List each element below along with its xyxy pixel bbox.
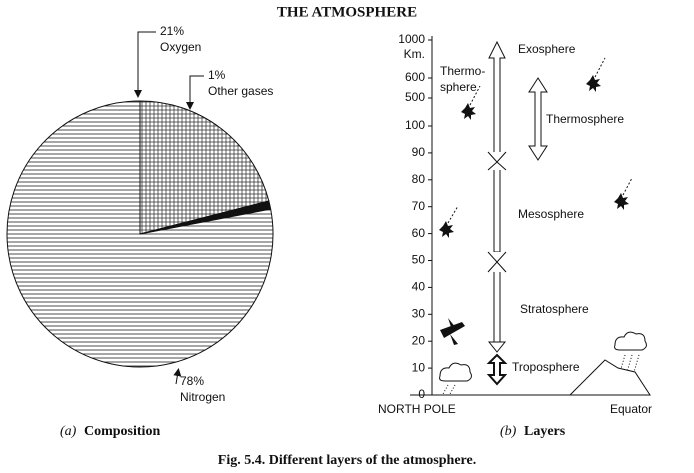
- pie: 21% Oxygen 1% Other gases 78% Nitrogen: [6, 24, 274, 404]
- caption-letter: (a): [60, 424, 77, 439]
- pointer-arrow: [173, 368, 182, 385]
- right-label: Equator: [610, 402, 652, 416]
- figure-caption: Fig. 5.4. Different layers of the atmosp…: [218, 453, 476, 468]
- pie-slice: [139, 100, 270, 235]
- pie-slice: [6, 100, 274, 368]
- tick-label: 80: [412, 172, 426, 186]
- pole-layer-name: sphere: [440, 80, 477, 94]
- mountain: [568, 359, 651, 396]
- tick-label: 0: [418, 387, 425, 401]
- pole-layer-name: Thermo-: [440, 64, 485, 78]
- layer-name: Thermosphere: [546, 112, 624, 126]
- tick-label: 70: [412, 199, 426, 213]
- tick-label: 500: [405, 90, 425, 104]
- title: THE ATMOSPHERE: [277, 4, 417, 20]
- tick-label: 50: [412, 253, 426, 267]
- meteors: [439, 75, 629, 238]
- pointer-arrow: [134, 31, 156, 98]
- slice-value-label: 1%: [208, 68, 226, 82]
- slice-value-label: 78%: [180, 374, 204, 388]
- left-label: NORTH POLE: [378, 402, 456, 416]
- axis-unit: Km.: [404, 47, 425, 61]
- layer-name: Mesosphere: [518, 207, 584, 221]
- layer-name: Stratosphere: [520, 302, 589, 316]
- slice-value-label: 21%: [160, 24, 184, 38]
- caption: Composition: [84, 424, 160, 439]
- tick-label: 1000: [398, 32, 425, 46]
- airplane: [440, 318, 465, 345]
- layer-name: Troposphere: [512, 360, 580, 374]
- tick-label: 100: [405, 118, 425, 132]
- pointer-arrow: [186, 75, 204, 110]
- caption-letter: (b): [500, 424, 517, 439]
- tick-label: 20: [412, 333, 426, 347]
- tick-label: 600: [405, 70, 425, 84]
- tick-label: 40: [412, 280, 426, 294]
- slice-name: Other gases: [208, 84, 273, 98]
- captions: (a) Composition (b) Layers Fig. 5.4. Dif…: [60, 424, 566, 468]
- slice-name: Nitrogen: [180, 390, 225, 404]
- caption: Layers: [524, 424, 566, 439]
- layer-name: Exosphere: [518, 42, 576, 56]
- tick-label: 10: [412, 360, 426, 374]
- tick-label: 60: [412, 226, 426, 240]
- tick-label: 30: [412, 306, 426, 320]
- slice-name: Oxygen: [160, 40, 201, 54]
- meteor-trails: [447, 57, 633, 224]
- tick-label: 90: [412, 145, 426, 159]
- clouds: [439, 331, 647, 382]
- layer-arrows: [486, 40, 548, 386]
